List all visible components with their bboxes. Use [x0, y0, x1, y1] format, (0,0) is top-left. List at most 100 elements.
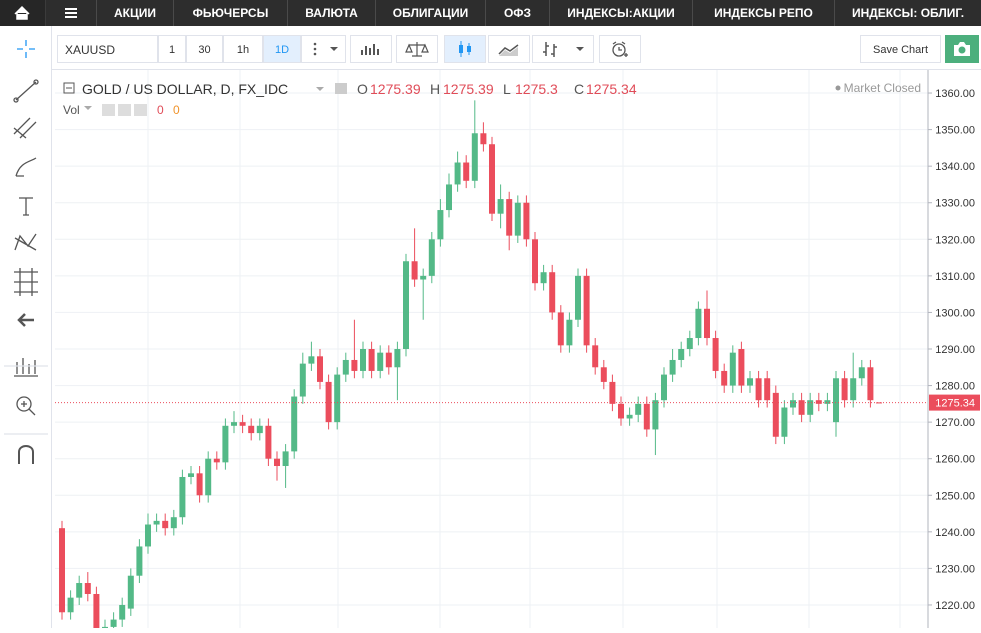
- candle-body: [428, 239, 435, 276]
- alert-button[interactable]: [599, 35, 641, 63]
- line-button[interactable]: [488, 35, 530, 63]
- ohlc-label: C: [574, 81, 584, 97]
- candle-body: [377, 352, 384, 371]
- candle-body: [583, 275, 590, 346]
- y-tick-label: 1350.00: [935, 125, 975, 137]
- y-tick-label: 1320.00: [935, 234, 975, 246]
- candle-body: [557, 312, 564, 346]
- candle-body: [764, 378, 771, 401]
- nav-item[interactable]: ИНДЕКСЫ:АКЦИИ: [549, 0, 692, 26]
- toolbar: XAUUSD 1 30 1h 1D Save Chart: [0, 26, 981, 70]
- market-status: Market Closed: [844, 81, 921, 95]
- volume-value: 0: [157, 103, 164, 117]
- home-button[interactable]: [0, 0, 45, 26]
- volume-icon[interactable]: [102, 104, 115, 116]
- candle-body: [360, 349, 366, 371]
- candle-body: [858, 367, 865, 379]
- nav-item[interactable]: ИНДЕКСЫ РЕПО: [692, 0, 834, 26]
- y-tick-label: 1360.00: [935, 88, 975, 100]
- time-grid: [147, 70, 901, 628]
- candle-body: [222, 425, 229, 463]
- brush-tool[interactable]: [15, 157, 37, 177]
- candle-body: [618, 403, 624, 419]
- zoom-tool[interactable]: [16, 396, 32, 412]
- candles-button[interactable]: [444, 35, 486, 63]
- y-tick-label: 1280.00: [935, 381, 975, 393]
- candle-body: [153, 520, 160, 525]
- candle-body: [566, 319, 573, 346]
- candle-body: [119, 604, 126, 620]
- nav-item[interactable]: ОФЗ: [485, 0, 549, 26]
- candle-body: [411, 261, 418, 280]
- fib-tool[interactable]: [13, 117, 37, 139]
- bars-button[interactable]: [532, 35, 594, 63]
- interval-button[interactable]: 1D: [263, 35, 301, 63]
- candle-body: [738, 349, 745, 386]
- candle-body: [291, 396, 298, 452]
- more-intervals[interactable]: [301, 35, 346, 63]
- candle-body: [772, 392, 779, 437]
- candle-body: [695, 308, 702, 339]
- candle-body: [454, 162, 461, 185]
- candle-body: [514, 202, 521, 236]
- candle-body: [626, 414, 633, 419]
- y-tick-label: 1220.00: [935, 600, 975, 612]
- y-tick-label: 1250.00: [935, 490, 975, 502]
- save-chart-button[interactable]: Save Chart: [860, 35, 941, 63]
- candle-body: [67, 597, 74, 613]
- y-tick-label: 1300.00: [935, 307, 975, 319]
- nav-item[interactable]: АКЦИИ: [96, 0, 173, 26]
- collapse-icon[interactable]: [63, 82, 75, 94]
- candle-body: [205, 458, 212, 496]
- volume-icon[interactable]: [118, 104, 131, 116]
- y-tick-label: 1330.00: [935, 198, 975, 210]
- symbol-input[interactable]: XAUUSD: [57, 35, 158, 63]
- last-price-tag: [929, 394, 980, 411]
- icons-tool[interactable]: [14, 358, 38, 377]
- candle-body: [351, 359, 358, 371]
- indicators-button[interactable]: [350, 35, 392, 63]
- magnet-tool[interactable]: [18, 445, 34, 464]
- candle-body: [523, 202, 530, 240]
- candles-icon: [459, 41, 471, 57]
- interval-button[interactable]: 30: [186, 35, 223, 63]
- y-tick-label: 1260.00: [935, 454, 975, 466]
- y-tick-label: 1230.00: [935, 563, 975, 575]
- candle-body: [76, 583, 83, 598]
- compare-button[interactable]: [396, 35, 438, 63]
- back-tool[interactable]: [17, 313, 34, 327]
- candle-body: [678, 349, 685, 360]
- nav-item[interactable]: ОБЛИГАЦИИ: [375, 0, 485, 26]
- snapshot-button[interactable]: [945, 35, 979, 63]
- candle-body: [686, 338, 693, 349]
- candle-body: [841, 378, 848, 401]
- candle-body: [704, 308, 710, 339]
- title-dropdown[interactable]: [316, 87, 324, 91]
- compare-icon: [405, 42, 429, 57]
- menu-button[interactable]: [46, 0, 96, 26]
- candle-body: [179, 476, 186, 518]
- trendline-tool[interactable]: [15, 81, 37, 101]
- text-tool[interactable]: [19, 197, 33, 216]
- nav-item[interactable]: ФЬЮЧЕРСЫ: [173, 0, 287, 26]
- nav-item[interactable]: ИНДЕКСЫ: ОБЛИГ.: [834, 0, 981, 26]
- candle-body: [609, 381, 616, 404]
- home-icon: [14, 5, 30, 20]
- candle-body: [532, 239, 538, 284]
- volume-dropdown[interactable]: [84, 106, 92, 110]
- candle-body: [721, 370, 728, 386]
- pattern-tool[interactable]: [14, 233, 37, 251]
- candle-body: [506, 199, 513, 236]
- nav-item[interactable]: ВАЛЮТА: [287, 0, 375, 26]
- settings-icon[interactable]: [335, 83, 347, 94]
- interval-button[interactable]: 1: [158, 35, 186, 63]
- prediction-tool[interactable]: [14, 268, 38, 296]
- crosshair-tool[interactable]: [17, 40, 35, 58]
- interval-button[interactable]: 1h: [223, 35, 263, 63]
- volume-icon[interactable]: [134, 104, 147, 116]
- candle-body: [643, 403, 650, 430]
- menu-icon: [65, 8, 77, 18]
- indicators-icon: [361, 44, 379, 55]
